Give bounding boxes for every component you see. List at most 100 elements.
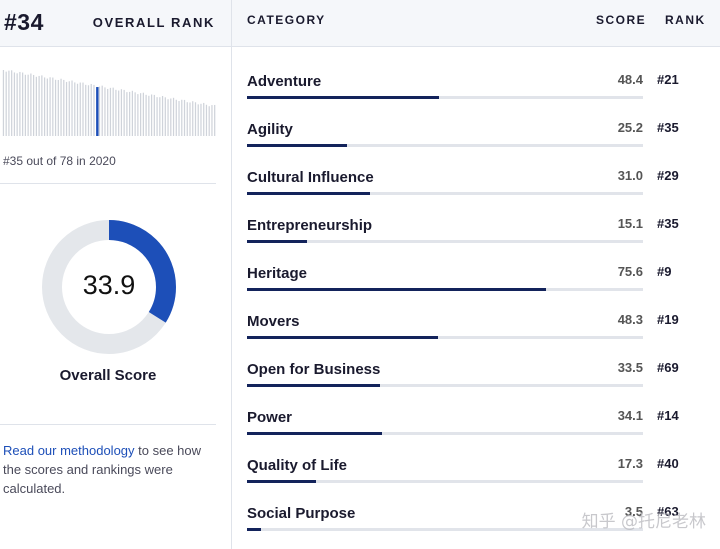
rank-bar xyxy=(13,72,16,136)
rank-bar xyxy=(126,92,128,136)
category-rank: #69 xyxy=(657,360,679,375)
rank-bar xyxy=(24,74,26,136)
score-bar-fill xyxy=(247,528,261,531)
watermark: 知乎 @托尼老林 xyxy=(581,512,706,532)
rank-bar xyxy=(175,99,177,136)
table-row[interactable]: Movers 48.3 #19 xyxy=(232,306,720,354)
category-score: 48.4 xyxy=(617,72,643,87)
category-rank: #35 xyxy=(657,216,679,231)
rank-bar xyxy=(41,75,43,136)
overall-header: #34 OVERALL RANK xyxy=(0,0,231,47)
category-score: 25.2 xyxy=(617,120,643,135)
category-rank: #35 xyxy=(657,120,679,135)
score-bar-fill xyxy=(247,144,347,147)
rank-bar xyxy=(11,70,13,136)
score-bar-track xyxy=(247,432,643,435)
rank-bar xyxy=(5,71,7,136)
rank-bar xyxy=(129,91,131,136)
overall-score-value: 33.9 xyxy=(82,270,136,300)
category-score: 17.3 xyxy=(617,456,643,471)
rank-bar xyxy=(140,93,142,136)
overall-panel: #34 OVERALL RANK #35 out of 78 in 2020 3… xyxy=(0,0,232,549)
category-rank: #63 xyxy=(657,504,679,519)
rank-bar xyxy=(54,79,57,136)
score-bar-fill xyxy=(247,192,370,195)
rank-bar xyxy=(192,101,194,136)
rank-bar xyxy=(30,73,32,136)
rank-bar xyxy=(211,105,213,136)
rank-bar xyxy=(186,102,188,136)
rank-bar xyxy=(90,83,92,136)
category-name: Social Purpose xyxy=(247,505,356,522)
rank-bar xyxy=(22,72,24,136)
rank-bar xyxy=(172,97,175,136)
rank-bar xyxy=(145,94,147,136)
donut-fill xyxy=(42,220,176,354)
category-name: Quality of Life xyxy=(247,457,348,474)
category-rank: #29 xyxy=(657,168,679,183)
category-score: 75.6 xyxy=(617,264,643,279)
category-name: Adventure xyxy=(247,73,322,90)
category-rank: #9 xyxy=(657,264,672,279)
rank-bar xyxy=(194,102,197,136)
rank-bar xyxy=(93,84,95,136)
rank-bar xyxy=(98,86,101,136)
rank-bar xyxy=(161,95,164,136)
rank-bar xyxy=(27,74,29,136)
divider xyxy=(0,183,216,184)
rank-bar xyxy=(123,89,125,136)
header-category[interactable]: CATEGORY xyxy=(247,13,326,27)
table-row[interactable]: Adventure 48.4 #21 xyxy=(232,66,720,114)
rank-bar-highlighted xyxy=(96,87,99,136)
table-row[interactable]: Cultural Influence 31.0 #29 xyxy=(232,162,720,210)
table-row[interactable]: Heritage 75.6 #9 xyxy=(232,258,720,306)
rank-bar xyxy=(159,97,161,136)
score-bar-fill xyxy=(247,480,316,483)
table-row[interactable]: Agility 25.2 #35 xyxy=(232,114,720,162)
divider xyxy=(0,424,216,425)
rank-bar xyxy=(35,76,37,136)
rank-bar xyxy=(134,92,136,136)
table-row[interactable]: Entrepreneurship 15.1 #35 xyxy=(232,210,720,258)
category-score: 33.5 xyxy=(617,360,643,375)
score-bar-track xyxy=(247,336,643,339)
rank-bar xyxy=(197,104,199,136)
score-bar-fill xyxy=(247,96,439,99)
score-bar-track xyxy=(247,288,643,291)
header-score[interactable]: SCORE xyxy=(596,13,647,27)
rank-bar xyxy=(33,74,35,136)
category-score: 31.0 xyxy=(617,168,643,183)
rank-bar xyxy=(49,77,51,136)
methodology-link[interactable]: Read our methodology xyxy=(3,443,135,458)
rank-bar xyxy=(137,94,139,136)
table-row[interactable]: Open for Business 33.5 #69 xyxy=(232,354,720,402)
rank-bar xyxy=(181,99,183,136)
table-header: CATEGORY SCORE RANK xyxy=(232,0,720,47)
rank-bar xyxy=(189,102,191,136)
rank-bar xyxy=(112,87,114,136)
category-rank: #40 xyxy=(657,456,679,471)
category-score: 3.5 xyxy=(624,504,643,519)
category-name: Cultural Influence xyxy=(247,169,374,186)
score-bar-track xyxy=(247,480,643,483)
overall-score-label: Overall Score xyxy=(59,367,157,384)
rank-bar xyxy=(71,80,73,136)
table-row[interactable]: Social Purpose 3.5 #63 xyxy=(232,498,720,546)
rank-distribution-chart xyxy=(2,70,216,136)
rank-bar xyxy=(167,99,169,136)
rank-bar xyxy=(142,92,144,136)
rank-bar xyxy=(19,71,21,136)
table-row[interactable]: Power 34.1 #14 xyxy=(232,402,720,450)
score-bar-track xyxy=(247,96,643,99)
category-name: Power xyxy=(247,409,293,426)
category-rank: #21 xyxy=(657,72,679,87)
rank-bar xyxy=(178,101,180,136)
category-score: 15.1 xyxy=(617,216,643,231)
score-bar-track xyxy=(247,384,643,387)
table-row[interactable]: Quality of Life 17.3 #40 xyxy=(232,450,720,498)
category-name: Agility xyxy=(247,121,293,138)
rank-bar xyxy=(85,84,87,136)
header-rank[interactable]: RANK xyxy=(665,13,706,27)
rank-bar xyxy=(107,88,109,136)
overall-rank-value: #34 xyxy=(4,9,44,35)
